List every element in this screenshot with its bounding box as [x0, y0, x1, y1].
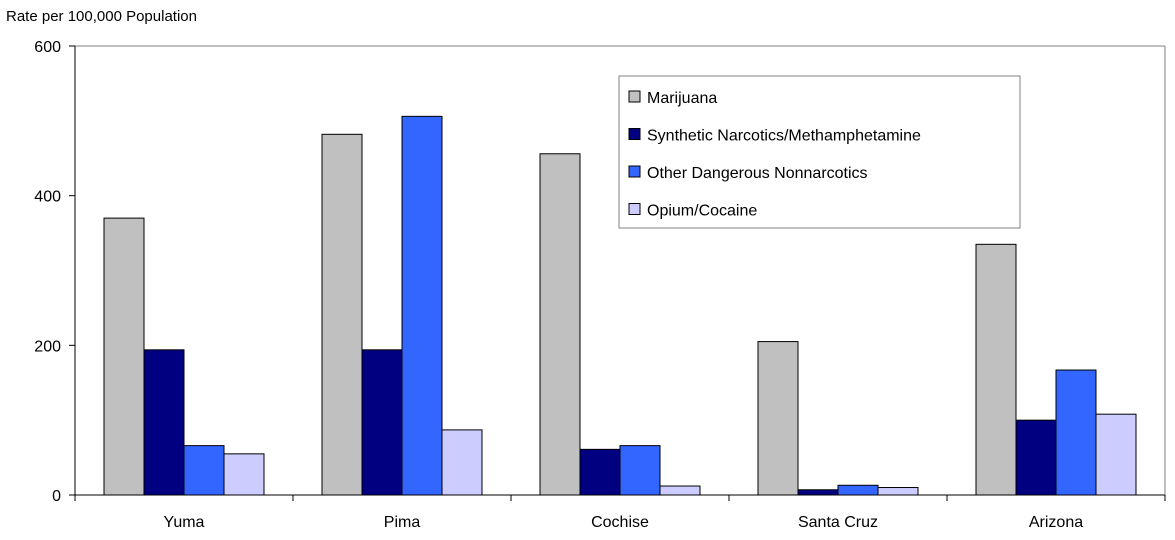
bars	[103, 115, 1137, 496]
plot-area	[75, 45, 1166, 495]
bar	[103, 217, 145, 496]
legend-swatch	[628, 90, 641, 103]
x-category-label: Arizona	[1029, 514, 1083, 531]
legend-label: Other Dangerous Nonnarcotics	[647, 165, 868, 182]
bar	[361, 349, 403, 496]
legend-label: Opium/Cocaine	[647, 203, 757, 220]
bar	[877, 487, 919, 496]
legend-label: Marijuana	[647, 90, 717, 107]
legend-swatch	[628, 128, 641, 140]
bar	[143, 349, 185, 496]
bar	[619, 445, 661, 496]
y-axis: 0 200 400 600	[34, 39, 76, 505]
bar	[659, 485, 701, 496]
legend-box	[618, 75, 1021, 229]
bar	[837, 484, 879, 496]
x-category-label: Pima	[384, 514, 421, 531]
x-category-label: Santa Cruz	[798, 514, 878, 531]
legend-label: Synthetic Narcotics/Methamphetamine	[647, 128, 921, 145]
bar	[223, 453, 265, 496]
legend-swatch	[628, 203, 641, 215]
bar	[1055, 369, 1097, 496]
bar	[321, 133, 363, 496]
x-category-label: Yuma	[164, 514, 205, 531]
bar	[1015, 419, 1057, 496]
bar	[539, 153, 581, 496]
bar	[441, 429, 483, 496]
legend-swatch	[628, 165, 641, 178]
y-tick-label: 200	[34, 338, 61, 355]
bar	[757, 341, 799, 496]
bar	[579, 448, 621, 496]
x-category-label: Cochise	[591, 514, 649, 531]
x-axis: Yuma Pima Cochise Santa Cruz Arizona	[74, 494, 1166, 531]
y-tick-label: 400	[34, 189, 61, 206]
bar	[183, 445, 225, 496]
legend: Marijuana Synthetic Narcotics/Methampheta…	[618, 75, 1021, 229]
bar	[975, 243, 1017, 496]
y-axis-label: Rate per 100,000 Population	[6, 8, 197, 25]
y-tick-label: 0	[52, 488, 61, 505]
bar	[401, 115, 443, 496]
bar	[797, 489, 839, 496]
y-tick-label: 600	[34, 39, 61, 56]
bar	[1095, 413, 1137, 496]
